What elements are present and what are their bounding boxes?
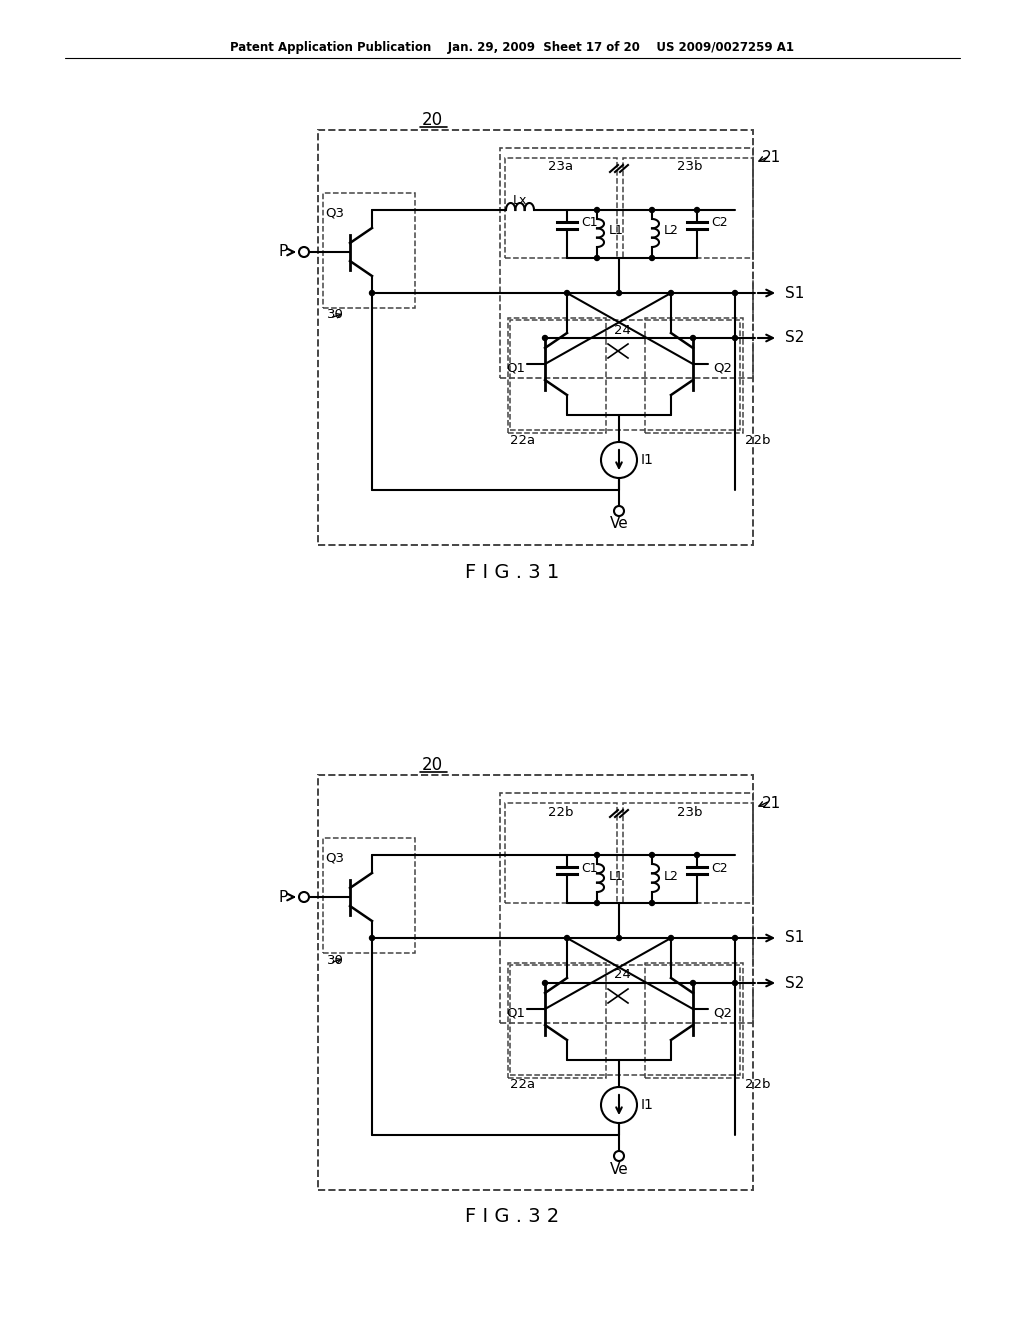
Bar — [318, 129, 753, 545]
Text: Lx: Lx — [513, 194, 527, 206]
Circle shape — [649, 207, 654, 213]
Bar — [500, 793, 753, 1023]
Text: 20: 20 — [422, 111, 442, 129]
Circle shape — [669, 290, 674, 296]
Circle shape — [595, 207, 599, 213]
Text: L2: L2 — [664, 870, 679, 883]
Text: 30: 30 — [327, 953, 344, 966]
Circle shape — [690, 981, 695, 986]
Text: I1: I1 — [641, 1098, 654, 1111]
Text: Q3: Q3 — [326, 851, 344, 865]
Circle shape — [595, 853, 599, 858]
Text: 20: 20 — [422, 756, 442, 774]
Text: Patent Application Publication    Jan. 29, 2009  Sheet 17 of 20    US 2009/00272: Patent Application Publication Jan. 29, … — [230, 41, 794, 54]
Text: S1: S1 — [785, 285, 805, 301]
Circle shape — [649, 853, 654, 858]
Circle shape — [564, 936, 569, 940]
Circle shape — [732, 335, 737, 341]
Circle shape — [616, 936, 622, 940]
Text: Q1: Q1 — [506, 1006, 525, 1019]
Bar — [623, 158, 753, 257]
Circle shape — [370, 290, 375, 296]
Circle shape — [543, 335, 548, 341]
Circle shape — [732, 936, 737, 940]
Circle shape — [595, 900, 599, 906]
Text: C2: C2 — [711, 216, 728, 230]
Bar — [510, 319, 740, 430]
Circle shape — [595, 256, 599, 260]
Text: 22b: 22b — [745, 433, 770, 446]
Bar — [623, 803, 753, 903]
Circle shape — [543, 981, 548, 986]
Text: 23b: 23b — [677, 161, 702, 173]
Text: 24: 24 — [613, 969, 631, 982]
Bar — [510, 965, 740, 1074]
Text: 21: 21 — [762, 150, 781, 165]
Text: 22a: 22a — [510, 1078, 536, 1092]
Text: F I G . 3 2: F I G . 3 2 — [465, 1208, 559, 1226]
Bar — [505, 158, 617, 257]
Text: 23a: 23a — [549, 161, 573, 173]
Text: Q2: Q2 — [713, 1006, 732, 1019]
Bar — [323, 838, 415, 953]
Circle shape — [616, 290, 622, 296]
Text: P: P — [279, 244, 288, 260]
Bar — [508, 318, 606, 433]
Circle shape — [690, 335, 695, 341]
Circle shape — [694, 853, 699, 858]
Text: 22b: 22b — [548, 805, 573, 818]
Text: L1: L1 — [609, 870, 624, 883]
Text: 21: 21 — [762, 796, 781, 810]
Circle shape — [732, 981, 737, 986]
Text: 24: 24 — [613, 323, 631, 337]
Bar — [323, 193, 415, 308]
Text: C1: C1 — [581, 862, 598, 874]
Text: 22b: 22b — [745, 1078, 770, 1092]
Text: C2: C2 — [711, 862, 728, 874]
Text: L1: L1 — [609, 224, 624, 238]
Text: Ve: Ve — [609, 1162, 629, 1176]
Text: Q2: Q2 — [713, 362, 732, 375]
Bar — [505, 803, 617, 903]
Circle shape — [732, 290, 737, 296]
Bar — [645, 318, 743, 433]
Circle shape — [694, 207, 699, 213]
Text: Ve: Ve — [609, 516, 629, 532]
Text: 30: 30 — [327, 309, 344, 322]
Text: S2: S2 — [785, 975, 805, 990]
Text: I1: I1 — [641, 453, 654, 467]
Text: L2: L2 — [664, 224, 679, 238]
Circle shape — [649, 900, 654, 906]
Text: Q3: Q3 — [326, 206, 344, 219]
Circle shape — [649, 256, 654, 260]
Text: Q1: Q1 — [506, 362, 525, 375]
Circle shape — [370, 936, 375, 940]
Circle shape — [564, 290, 569, 296]
Text: 22a: 22a — [510, 433, 536, 446]
Bar — [508, 964, 606, 1078]
Bar — [645, 964, 743, 1078]
Text: C1: C1 — [581, 216, 598, 230]
Text: 23b: 23b — [677, 805, 702, 818]
Circle shape — [669, 936, 674, 940]
Text: S2: S2 — [785, 330, 805, 346]
Text: F I G . 3 1: F I G . 3 1 — [465, 562, 559, 582]
Bar — [500, 148, 753, 378]
Text: S1: S1 — [785, 931, 805, 945]
Text: P: P — [279, 890, 288, 904]
Bar — [318, 775, 753, 1191]
